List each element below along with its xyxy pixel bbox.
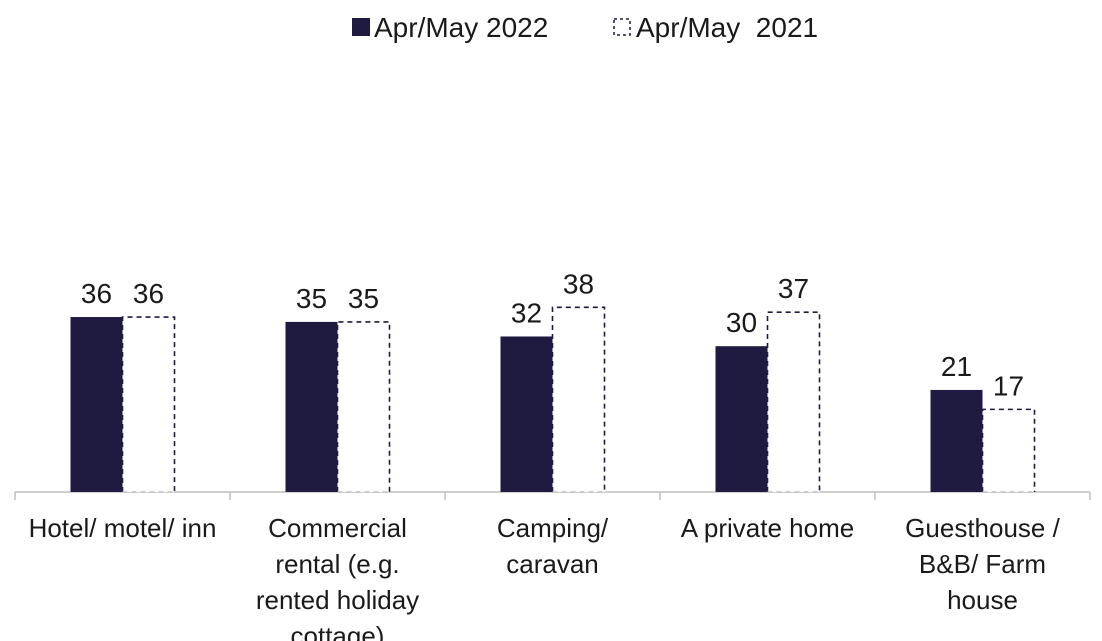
bar-apr-may-2021-a-private-home [766,311,821,492]
legend-swatch-apr-may-2021 [613,18,631,36]
category-label-commercial-rental-e-g-rented-holiday-cottage-line-1: Commercial [268,513,407,543]
category-label-commercial-rental-e-g-rented-holiday-cottage-line-4: cottage) [291,621,385,641]
value-label-apr-may-2022-a-private-home: 30 [726,307,757,338]
value-label-apr-may-2022-commercial-rental-e-g-rented-holiday-cottage: 35 [296,283,327,314]
legend-swatch-apr-may-2022 [352,18,370,36]
bar-apr-may-2022-hotel-motel-inn [70,317,123,492]
legend: Apr/May 2022 Apr/May 2021 [352,12,818,43]
value-label-apr-may-2021-guesthouse-b-b-farm-house: 17 [993,370,1024,401]
category-label-commercial-rental-e-g-rented-holiday-cottage-line-3: rented holiday [256,585,419,615]
category-label-a-private-home-line-1: A private home [681,513,854,543]
bar-apr-may-2021-commercial-rental-e-g-rented-holiday-cottage [336,321,391,492]
category-label-guesthouse-b-b-farm-house-line-3: house [947,585,1018,615]
bar-apr-may-2021-camping-caravan [551,306,606,492]
value-label-apr-may-2022-guesthouse-b-b-farm-house: 21 [941,351,972,382]
bar-apr-may-2022-guesthouse-b-b-farm-house [930,389,983,492]
category-label-guesthouse-b-b-farm-house-line-1: Guesthouse / [905,513,1060,543]
category-label-commercial-rental-e-g-rented-holiday-cottage-line-2: rental (e.g. [275,549,399,579]
value-label-apr-may-2021-a-private-home: 37 [778,273,809,304]
category-label-camping-caravan-line-1: Camping/ [497,513,609,543]
value-label-apr-may-2021-camping-caravan: 38 [563,268,594,299]
legend-label-apr-may-2022: Apr/May 2022 [374,12,548,43]
bar-apr-may-2022-a-private-home [715,346,768,492]
legend-label-apr-may-2021: Apr/May 2021 [636,12,818,43]
value-label-apr-may-2022-camping-caravan: 32 [511,297,542,328]
value-label-apr-may-2021-hotel-motel-inn: 36 [133,278,164,309]
plot-area: 36 36 Hotel/ motel/ inn 35 35 Commercial renta… [14,268,1091,641]
category-label-hotel-motel-inn-line-1: Hotel/ motel/ inn [29,513,217,543]
bar-apr-may-2021-hotel-motel-inn [121,316,176,492]
bar-apr-may-2021-guesthouse-b-b-farm-house [981,408,1036,492]
bar-apr-may-2022-camping-caravan [500,336,553,492]
value-label-apr-may-2021-commercial-rental-e-g-rented-holiday-cottage: 35 [348,283,379,314]
bar-apr-may-2022-commercial-rental-e-g-rented-holiday-cottage [285,321,338,492]
value-label-apr-may-2022-hotel-motel-inn: 36 [81,278,112,309]
category-label-camping-caravan-line-2: caravan [506,549,599,579]
category-label-guesthouse-b-b-farm-house-line-2: B&B/ Farm [919,549,1046,579]
